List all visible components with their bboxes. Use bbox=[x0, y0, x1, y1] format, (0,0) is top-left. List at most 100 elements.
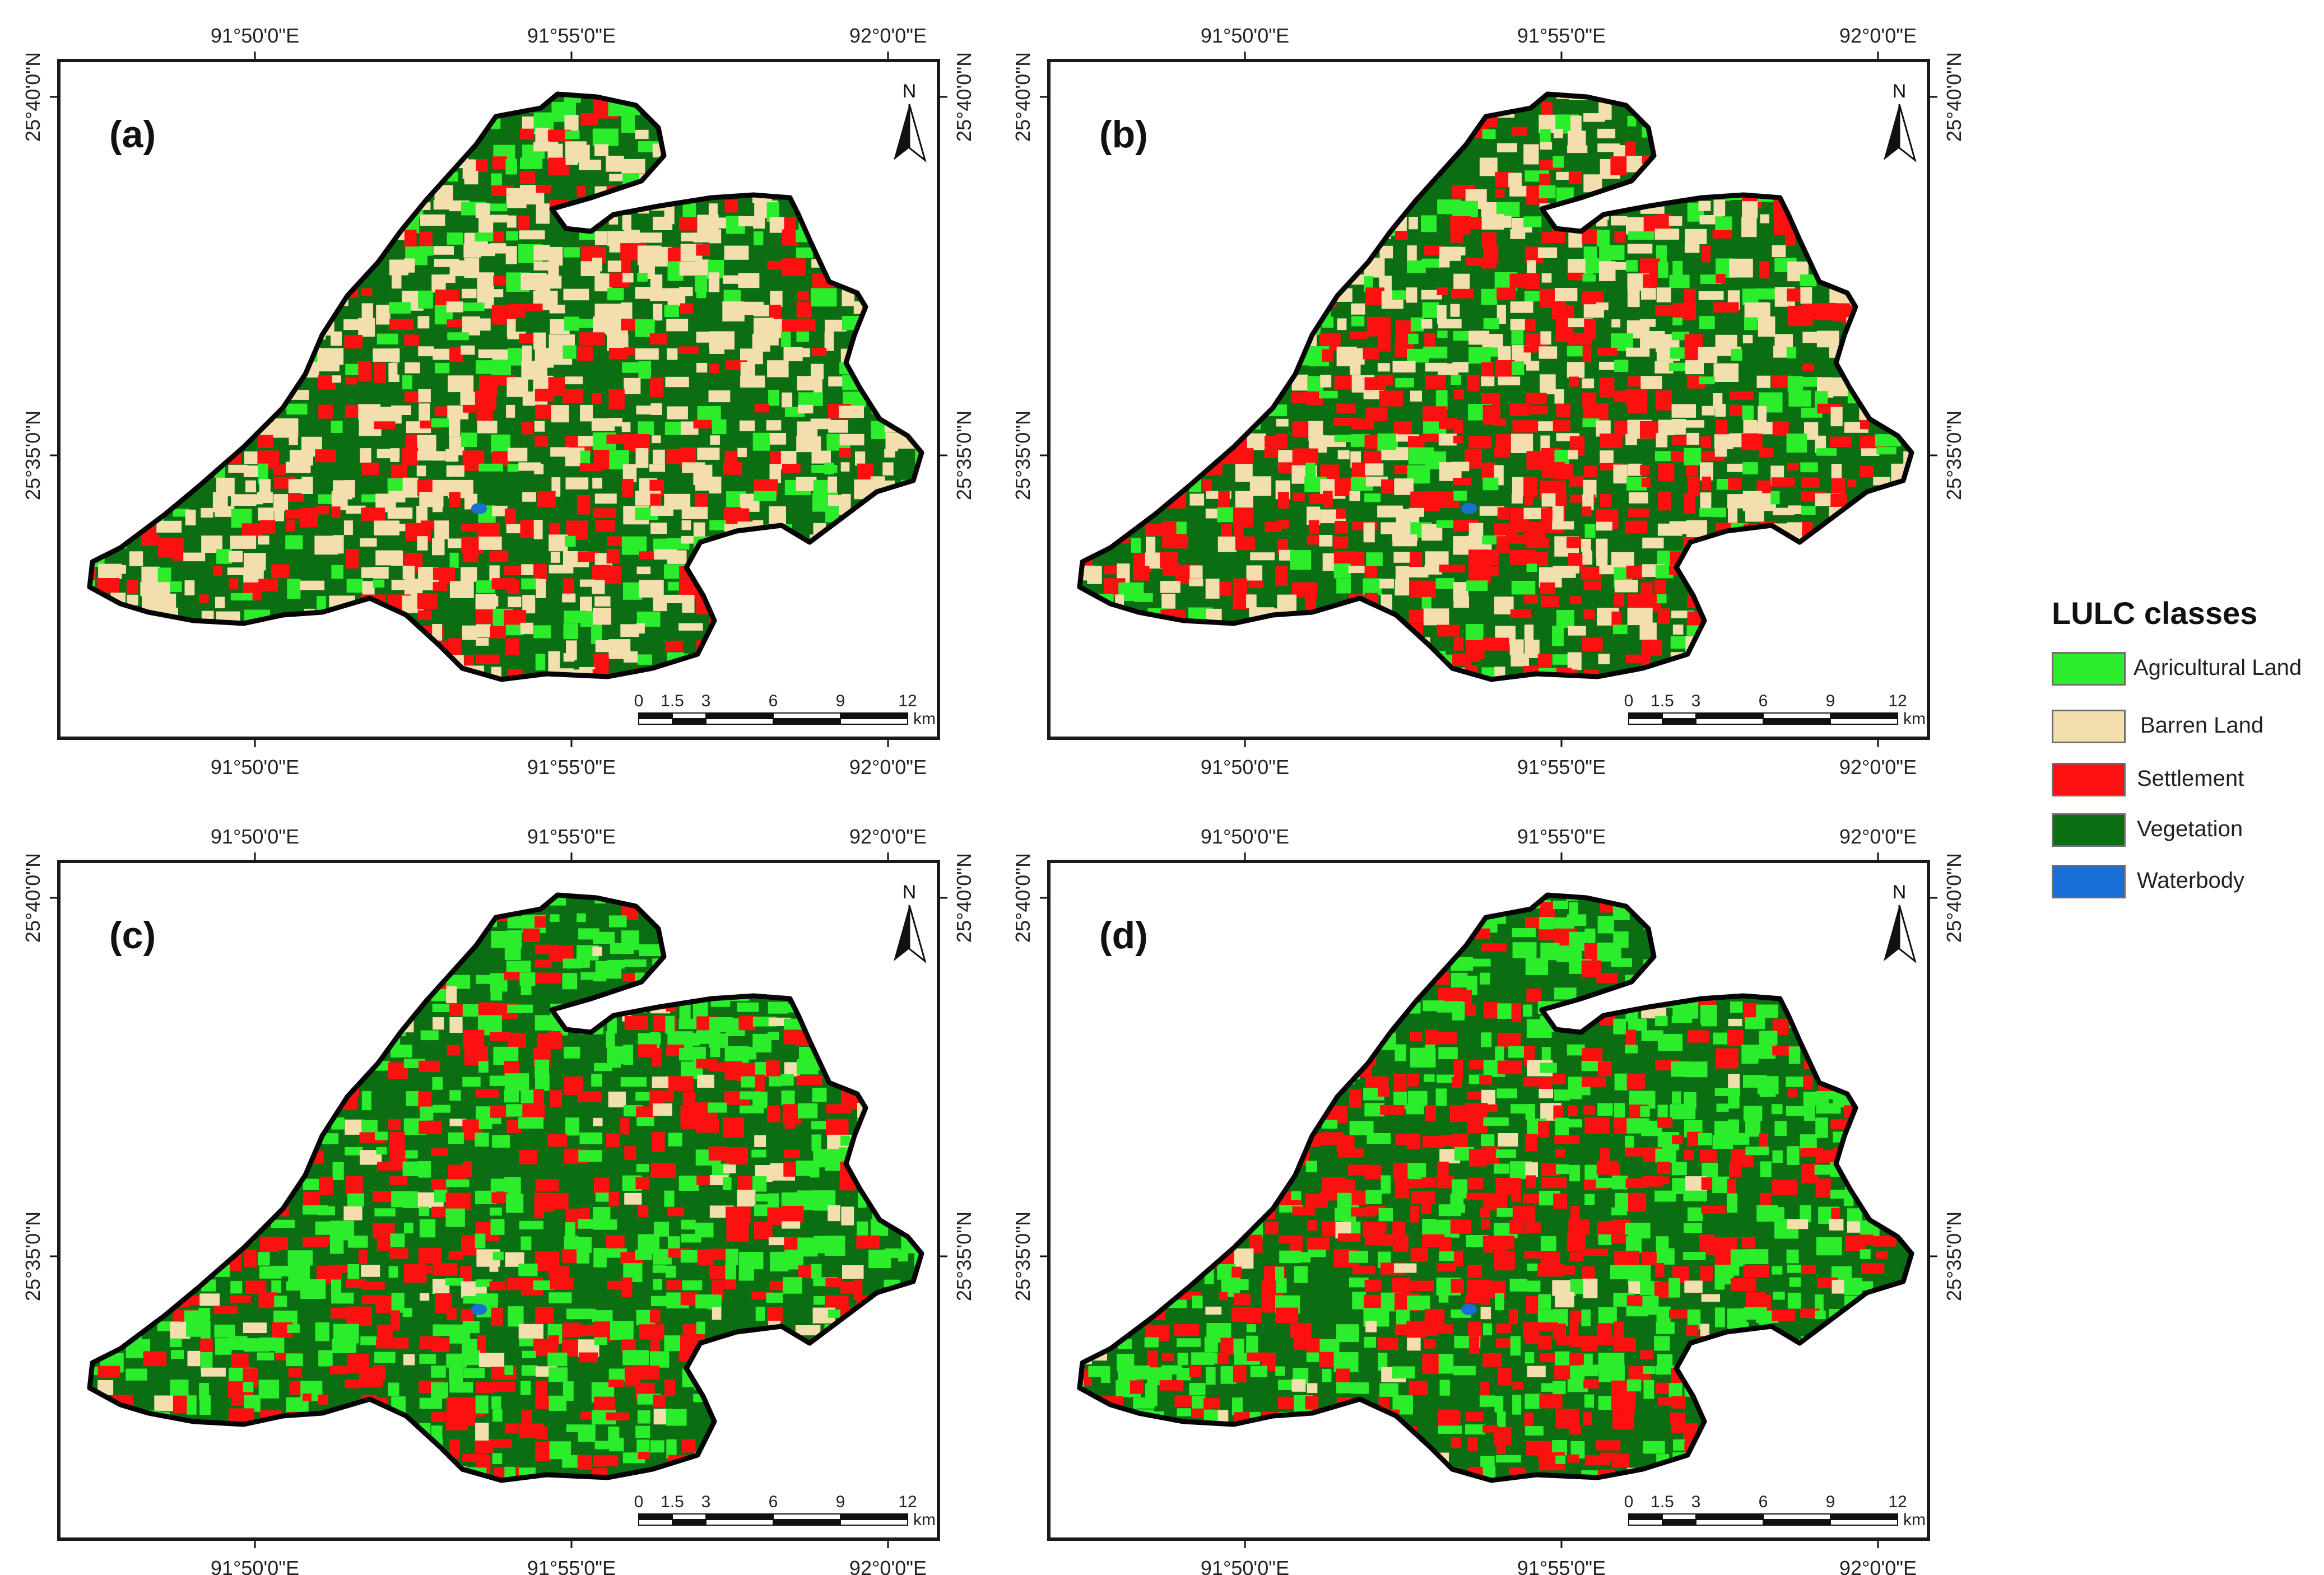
lulc-patch-agricultural-land bbox=[449, 1090, 461, 1101]
lulc-patch-barren-land bbox=[1654, 361, 1674, 374]
lulc-patch-agricultural-land bbox=[755, 1306, 765, 1321]
lulc-patch-agricultural-land bbox=[1539, 185, 1556, 199]
lulc-patch-barren-land bbox=[1756, 302, 1768, 314]
lulc-patch-agricultural-land bbox=[593, 973, 607, 982]
lulc-patch-settlement bbox=[1524, 319, 1536, 332]
lulc-patch-agricultural-land bbox=[1422, 302, 1439, 318]
lulc-patch-agricultural-land bbox=[1406, 1103, 1424, 1115]
lulc-patch-barren-land bbox=[1217, 536, 1237, 552]
lulc-patch-settlement bbox=[1614, 420, 1629, 436]
lulc-patch-settlement bbox=[1466, 1092, 1484, 1099]
lulc-patch-barren-land bbox=[360, 448, 371, 463]
lulc-patch-barren-land bbox=[1861, 448, 1880, 456]
lulc-patch-settlement bbox=[766, 1060, 780, 1078]
lulc-patch-agricultural-land bbox=[624, 959, 647, 967]
lulc-patch-settlement bbox=[536, 1380, 547, 1400]
lulc-patch-settlement bbox=[1702, 476, 1711, 491]
lulc-patch-settlement bbox=[329, 1366, 348, 1374]
lulc-patch-settlement bbox=[141, 534, 160, 546]
lulc-patch-agricultural-land bbox=[1523, 216, 1542, 227]
lulc-patch-agricultural-land bbox=[592, 1310, 613, 1322]
lulc-patch-settlement bbox=[638, 1452, 649, 1460]
lulc-patch-agricultural-land bbox=[1425, 1044, 1435, 1057]
lulc-patch-settlement bbox=[549, 523, 560, 537]
lulc-patch-agricultural-land bbox=[766, 1292, 783, 1303]
lulc-patch-agricultural-land bbox=[1701, 1018, 1717, 1027]
lulc-patch-settlement bbox=[285, 509, 303, 519]
lulc-patch-barren-land bbox=[1700, 462, 1713, 481]
lulc-patch-barren-land bbox=[464, 258, 480, 278]
lulc-patch-settlement bbox=[1380, 1105, 1405, 1115]
lulc-patch-agricultural-land bbox=[243, 1382, 254, 1392]
lulc-patch-agricultural-land bbox=[783, 1277, 802, 1294]
lulc-patch-barren-land bbox=[418, 389, 431, 403]
lulc-patch-agricultural-land bbox=[1351, 316, 1365, 327]
lulc-patch-agricultural-land bbox=[490, 1178, 505, 1192]
lulc-patch-settlement bbox=[449, 1004, 466, 1016]
lulc-patch-agricultural-land bbox=[329, 1233, 344, 1254]
lulc-patch-agricultural-land bbox=[1468, 958, 1491, 967]
lulc-patch-barren-land bbox=[318, 360, 340, 372]
lulc-patch-barren-land bbox=[1698, 291, 1724, 300]
lulc-patch-barren-land bbox=[446, 465, 464, 477]
lulc-patch-settlement bbox=[520, 128, 534, 140]
lon-label-bottom: 91°55'0"E bbox=[527, 1557, 616, 1575]
lulc-patch-settlement bbox=[1728, 478, 1741, 490]
lulc-patch-settlement bbox=[1453, 420, 1463, 434]
lulc-patch-barren-land bbox=[697, 1074, 714, 1088]
lulc-patch-barren-land bbox=[664, 594, 687, 603]
lulc-patch-barren-land bbox=[201, 1367, 226, 1377]
lulc-patch-agricultural-land bbox=[1668, 362, 1687, 371]
lulc-patch-barren-land bbox=[1581, 538, 1591, 552]
lulc-patch-agricultural-land bbox=[606, 1031, 615, 1048]
scale-segment bbox=[1662, 712, 1696, 719]
lulc-patch-settlement bbox=[373, 1365, 385, 1381]
lulc-patch-agricultural-land bbox=[258, 1252, 270, 1266]
lulc-patch-agricultural-land bbox=[287, 1324, 300, 1333]
lulc-patch-agricultural-land bbox=[1815, 1091, 1835, 1099]
lulc-patch-settlement bbox=[1582, 392, 1597, 406]
lulc-patch-agricultural-land bbox=[390, 1233, 405, 1247]
lulc-patch-settlement bbox=[1830, 436, 1852, 448]
lulc-patch-agricultural-land bbox=[1670, 1104, 1696, 1120]
lulc-patch-settlement bbox=[1759, 1133, 1768, 1149]
lulc-patch-settlement bbox=[1467, 375, 1480, 392]
lulc-patch-agricultural-land bbox=[186, 1321, 203, 1337]
lulc-patch-barren-land bbox=[767, 360, 789, 378]
lulc-patch-agricultural-land bbox=[433, 1105, 450, 1113]
lulc-patch-agricultural-land bbox=[402, 1308, 412, 1317]
lulc-patch-settlement bbox=[97, 1366, 120, 1378]
lulc-patch-settlement bbox=[622, 479, 634, 497]
lulc-patch-settlement bbox=[535, 1307, 554, 1324]
lulc-patch-barren-land bbox=[1684, 244, 1700, 253]
lulc-patch-agricultural-land bbox=[1657, 1033, 1683, 1051]
lulc-patch-agricultural-land bbox=[668, 1133, 682, 1147]
lulc-patch-agricultural-land bbox=[406, 1091, 420, 1106]
lulc-patch-barren-land bbox=[476, 318, 491, 331]
lulc-patch-agricultural-land bbox=[796, 247, 813, 258]
lulc-patch-agricultural-land bbox=[446, 1179, 470, 1187]
lulc-patch-barren-land bbox=[1639, 622, 1657, 640]
lulc-patch-settlement bbox=[1494, 447, 1510, 458]
lulc-patch-settlement bbox=[418, 1091, 432, 1110]
lulc-patch-settlement bbox=[273, 464, 286, 475]
scale-segment bbox=[773, 712, 841, 719]
lulc-patch-barren-land bbox=[579, 579, 595, 587]
lulc-patch-settlement bbox=[1524, 273, 1540, 290]
lulc-patch-settlement bbox=[666, 449, 681, 464]
lulc-patch-barren-land bbox=[1540, 374, 1556, 394]
lulc-patch-agricultural-land bbox=[1742, 288, 1759, 305]
lulc-patch-settlement bbox=[1787, 288, 1804, 302]
lulc-patch-agricultural-land bbox=[491, 1396, 501, 1409]
lulc-patch-settlement bbox=[1687, 1030, 1709, 1043]
lulc-patch-agricultural-land bbox=[1176, 521, 1187, 534]
lulc-patch-agricultural-land bbox=[1727, 1119, 1739, 1137]
lulc-patch-agricultural-land bbox=[373, 579, 385, 588]
lulc-patch-barren-land bbox=[622, 215, 631, 230]
lulc-patch-settlement bbox=[345, 1380, 361, 1388]
lulc-patch-settlement bbox=[448, 1251, 463, 1260]
lulc-patch-barren-land bbox=[1686, 432, 1699, 445]
lulc-patch-settlement bbox=[549, 1193, 569, 1209]
lulc-patch-barren-land bbox=[1729, 433, 1744, 448]
lulc-patch-settlement bbox=[213, 1306, 238, 1314]
